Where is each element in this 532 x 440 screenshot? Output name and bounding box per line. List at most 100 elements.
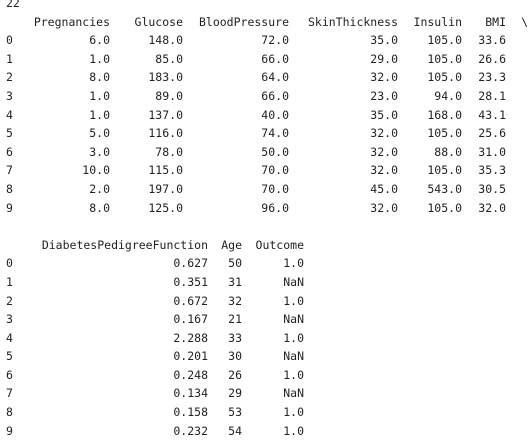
table-cell: 105.0 <box>427 126 462 141</box>
table-cell: NaN <box>283 274 304 289</box>
table-cell: 1.0 <box>89 107 110 122</box>
row-index: 9 <box>6 423 13 438</box>
table-row: 9 8.0 125.0 96.0 32.0 105.0 32.0 <box>6 199 528 218</box>
row-index: 2 <box>6 70 13 85</box>
table-cell: 1.0 <box>283 367 304 382</box>
table-cell: 72.0 <box>261 33 289 48</box>
table-cell: 66.0 <box>261 88 289 103</box>
table-cell: 1.0 <box>283 293 304 308</box>
table-cell: 1.0 <box>283 423 304 438</box>
table-cell: 1.0 <box>283 256 304 271</box>
table-cell: 40.0 <box>261 107 289 122</box>
top-line-text: 22 <box>6 0 20 10</box>
table-cell: 32.0 <box>370 163 398 178</box>
table-row: 9 0.232 54 1.0 <box>6 422 528 440</box>
row-index: 4 <box>6 330 13 345</box>
table-cell: 105.0 <box>427 200 462 215</box>
table-cell: 35.0 <box>370 107 398 122</box>
table-cell: 0.232 <box>173 423 208 438</box>
index-header <box>6 236 28 255</box>
table-cell: 96.0 <box>261 200 289 215</box>
row-index: 1 <box>6 274 13 289</box>
column-header: \ <box>521 14 528 29</box>
table-header-row: Pregnancies Glucose BloodPressure SkinThick… <box>6 13 528 32</box>
table-cell: 183.0 <box>148 70 183 85</box>
row-index: 8 <box>6 181 13 196</box>
row-index: 1 <box>6 51 13 66</box>
table-cell: 1.0 <box>89 51 110 66</box>
column-header: SkinThickness <box>307 14 398 29</box>
table-cell: 105.0 <box>427 70 462 85</box>
row-index: 0 <box>6 256 13 271</box>
table-row: 6 0.248 26 1.0 <box>6 366 528 385</box>
table-row: 0 6.0 148.0 72.0 35.0 105.0 33.6 <box>6 31 528 50</box>
table-cell: 32.0 <box>370 126 398 141</box>
row-index: 7 <box>6 163 13 178</box>
table-cell: 33 <box>228 330 242 345</box>
block-spacer <box>6 217 528 236</box>
table-cell: 50 <box>228 256 242 271</box>
table-cell: 197.0 <box>148 181 183 196</box>
row-index: 5 <box>6 349 13 364</box>
table-row: 8 0.158 53 1.0 <box>6 403 528 422</box>
table-row: 3 0.167 21 NaN <box>6 310 528 329</box>
table-cell: NaN <box>283 312 304 327</box>
table-cell: NaN <box>283 349 304 364</box>
table-cell: 8.0 <box>89 200 110 215</box>
table-cell: 1.0 <box>283 330 304 345</box>
table-row: 1 1.0 85.0 66.0 29.0 105.0 26.6 <box>6 50 528 69</box>
table-cell: 66.0 <box>261 51 289 66</box>
table-cell: 1.0 <box>89 88 110 103</box>
table-row: 3 1.0 89.0 66.0 23.0 94.0 28.1 <box>6 87 528 106</box>
table-cell: 543.0 <box>427 181 462 196</box>
row-index: 8 <box>6 405 13 420</box>
table-row: 0 0.627 50 1.0 <box>6 254 528 273</box>
table-cell: 115.0 <box>148 163 183 178</box>
index-header <box>6 13 28 32</box>
column-header: Pregnancies <box>33 14 110 29</box>
table-cell: 0.248 <box>173 367 208 382</box>
table-cell: 23.3 <box>478 70 506 85</box>
column-header: BMI <box>485 14 506 29</box>
table-cell: 29.0 <box>370 51 398 66</box>
table-row: 4 1.0 137.0 40.0 35.0 168.0 43.1 <box>6 106 528 125</box>
table-cell: 53 <box>228 405 242 420</box>
table-cell: 0.134 <box>173 386 208 401</box>
table-cell: 31.0 <box>478 144 506 159</box>
table-cell: 0.201 <box>173 349 208 364</box>
table-cell: 43.1 <box>478 107 506 122</box>
table-cell: 78.0 <box>155 144 183 159</box>
row-index: 7 <box>6 386 13 401</box>
table-cell: 125.0 <box>148 200 183 215</box>
table-row: 6 3.0 78.0 50.0 32.0 88.0 31.0 <box>6 143 528 162</box>
table-cell: 74.0 <box>261 126 289 141</box>
table-row: 8 2.0 197.0 70.0 45.0 543.0 30.5 <box>6 180 528 199</box>
table-cell: 0.351 <box>173 274 208 289</box>
table-cell: 31 <box>228 274 242 289</box>
column-header: Insulin <box>413 14 462 29</box>
table-cell: 30.5 <box>478 181 506 196</box>
table-row: 1 0.351 31 NaN <box>6 273 528 292</box>
row-index: 9 <box>6 200 13 215</box>
table-cell: 35.3 <box>478 163 506 178</box>
table-cell: 32.0 <box>370 200 398 215</box>
table-cell: 105.0 <box>427 51 462 66</box>
table-cell: 64.0 <box>261 70 289 85</box>
table-cell: 2.288 <box>173 330 208 345</box>
table-cell: 5.0 <box>89 126 110 141</box>
table-cell: 23.0 <box>370 88 398 103</box>
column-header: Age <box>221 237 242 252</box>
table-cell: 45.0 <box>370 181 398 196</box>
table-cell: 21 <box>228 312 242 327</box>
row-index: 6 <box>6 367 13 382</box>
table-cell: 29 <box>228 386 242 401</box>
row-index: 5 <box>6 126 13 141</box>
output-top-line: 22 <box>6 0 528 13</box>
row-index: 0 <box>6 33 13 48</box>
table-cell: 148.0 <box>148 33 183 48</box>
table-cell: 54 <box>228 423 242 438</box>
column-header: Outcome <box>255 237 304 252</box>
column-header: Glucose <box>134 14 183 29</box>
table-cell: 0.158 <box>173 405 208 420</box>
table-cell: 30 <box>228 349 242 364</box>
